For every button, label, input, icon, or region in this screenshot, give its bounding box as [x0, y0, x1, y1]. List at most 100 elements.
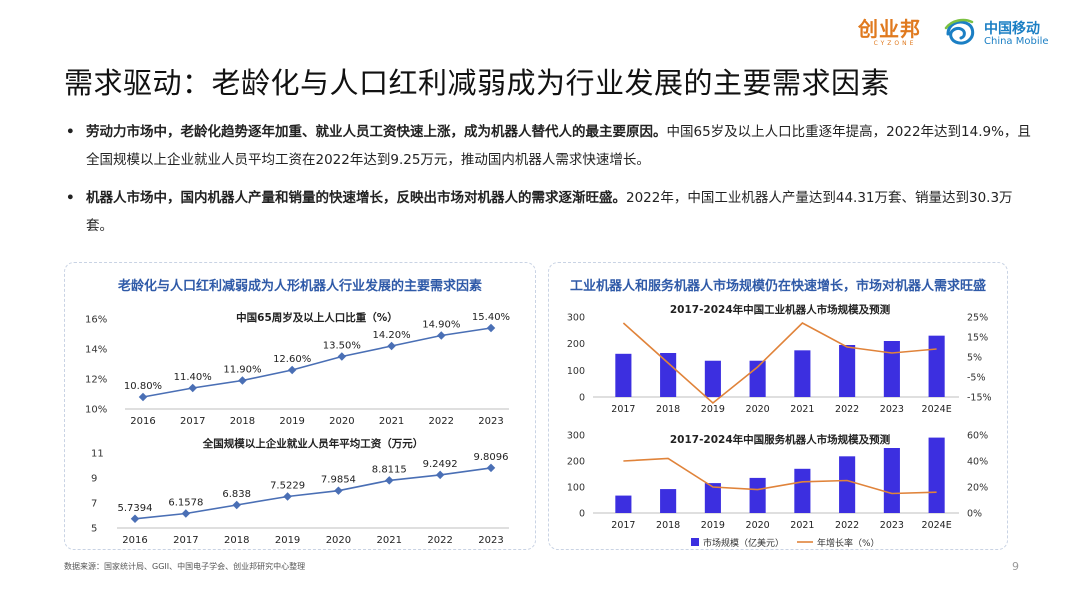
data-point: [387, 341, 396, 351]
data-point: [337, 352, 347, 361]
data-point: [181, 509, 191, 518]
data-label: 8.8115: [372, 464, 407, 475]
bar: [928, 437, 945, 513]
legend-bar-swatch: [691, 538, 699, 546]
y-tick-label: 0: [579, 509, 585, 520]
x-tick-label: 2022: [835, 520, 859, 531]
y-tick-label: 200: [567, 457, 585, 468]
y2-tick-label: 5%: [967, 353, 982, 364]
bar: [883, 341, 900, 397]
y-tick-label: 300: [567, 431, 585, 442]
data-label: 7.5229: [270, 480, 305, 491]
data-point: [138, 392, 148, 402]
bar: [794, 468, 811, 513]
data-source-note: 数据来源：国家统计局、GGII、中国电子学会、创业邦研究中心整理: [64, 562, 306, 571]
x-tick-label: 2023: [478, 416, 503, 427]
demand-factors-panel: 老龄化与人口红利减弱成为人形机器人行业发展的主要需求因素 中国65周岁及以上人口…: [64, 262, 536, 550]
x-tick-label: 2023: [478, 535, 503, 546]
bar: [704, 360, 721, 397]
bullet-marker: •: [66, 124, 75, 140]
chart-title: 2017-2024年中国工业机器人市场规模及预测: [670, 303, 890, 316]
left-charts-svg: 中国65周岁及以上人口比重（%） 10% 12% 14% 16% 10.80% 2016 11…: [85, 311, 510, 546]
growth-rate-line: [622, 322, 937, 405]
bar: [615, 495, 632, 513]
y-tick-label: 0: [579, 393, 585, 404]
x-tick-label: 2023: [880, 404, 904, 415]
data-label: 15.40%: [472, 312, 510, 323]
x-tick-label: 2020: [746, 520, 770, 531]
data-label: 6.1578: [168, 498, 203, 509]
x-tick-label: 2021: [790, 520, 814, 531]
y2-tick-label: 60%: [967, 431, 988, 442]
y2-tick-label: 0%: [967, 509, 982, 520]
y-tick-label: 14%: [85, 345, 107, 356]
right-charts-svg: 2017-2024年中国工业机器人市场规模及预测 0 100 200 300 -15% -5…: [567, 303, 992, 549]
y-tick-label: 12%: [85, 375, 107, 386]
x-tick-label: 2019: [279, 416, 304, 427]
data-point: [334, 486, 343, 495]
x-tick-label: 2020: [326, 535, 351, 546]
x-tick-label: 2021: [379, 416, 404, 427]
x-tick-label: 2017: [611, 520, 635, 531]
legend-line-label: 年增长率（%）: [817, 537, 880, 549]
x-tick-label: 2022: [427, 535, 452, 546]
china-mobile-icon: [944, 18, 975, 45]
bar: [839, 345, 856, 397]
bullet-item-labor: • 劳动力市场中，老龄化趋势逐年加重、就业人员工资快速上涨，成为机器人替代人的最…: [64, 118, 1032, 174]
y-tick-label: 11: [91, 449, 104, 460]
data-point: [238, 376, 247, 385]
data-label: 6.838: [222, 489, 251, 500]
data-point: [287, 365, 297, 375]
bullet-bold-text: 劳动力市场中，老龄化趋势逐年加重、就业人员工资快速上涨，成为机器人替代人的最主要…: [86, 124, 667, 140]
cyzone-logo: 创业邦 CYZONE: [858, 18, 932, 52]
x-tick-label: 2021: [790, 404, 814, 415]
data-label: 9.2492: [423, 459, 458, 470]
data-point: [486, 463, 496, 473]
x-tick-label: 2019: [701, 404, 725, 415]
x-tick-label: 2022: [835, 404, 859, 415]
data-point: [283, 492, 292, 501]
data-point: [435, 470, 445, 480]
x-tick-label: 2020: [746, 404, 770, 415]
bar: [660, 489, 677, 513]
y-tick-label: 5: [91, 524, 97, 535]
y-tick-label: 100: [567, 483, 585, 494]
bullet-text: 2022年，中国工业机器人产量达到44.31万套、销量达到30.3万套。: [86, 190, 1013, 234]
x-tick-label: 2018: [230, 416, 255, 427]
data-label: 13.50%: [323, 341, 361, 352]
data-label: 12.60%: [273, 354, 311, 365]
data-point: [130, 514, 140, 524]
x-tick-label: 2019: [275, 535, 300, 546]
x-tick-label: 2019: [701, 520, 725, 531]
x-tick-label: 2017: [611, 404, 635, 415]
data-point: [232, 500, 241, 510]
y2-tick-label: 25%: [967, 313, 988, 324]
x-tick-label: 2022: [429, 416, 454, 427]
bar: [615, 353, 632, 397]
y-tick-label: 200: [567, 339, 585, 350]
y-tick-label: 7: [91, 499, 97, 510]
bullet-bold-text: 机器人市场中，国内机器人产量和销量的快速增长，反映出市场对机器人的需求逐渐旺盛。: [86, 190, 626, 206]
bullet-list: • 劳动力市场中，老龄化趋势逐年加重、就业人员工资快速上涨，成为机器人替代人的最…: [64, 118, 1032, 250]
x-tick-label: 2017: [173, 535, 198, 546]
x-tick-label: 2023: [880, 520, 904, 531]
data-label: 11.40%: [174, 372, 212, 383]
data-label: 11.90%: [223, 365, 261, 376]
bar: [928, 335, 945, 397]
data-point: [385, 476, 394, 485]
bar: [749, 477, 766, 513]
page-title: 需求驱动：老龄化与人口红利减弱成为行业发展的主要需求因素: [64, 66, 891, 100]
y2-tick-label: 40%: [967, 457, 988, 468]
bar: [660, 353, 677, 397]
x-tick-label: 2016: [130, 416, 155, 427]
series-line: [142, 327, 492, 398]
china-mobile-logo-en: China Mobile: [984, 36, 1049, 47]
data-label: 5.7394: [118, 503, 153, 514]
x-tick-label: 2016: [122, 535, 147, 546]
y-tick-label: 100: [567, 366, 585, 377]
chart-title: 全国规模以上企业就业人员年平均工资（万元）: [202, 437, 424, 450]
bar: [794, 350, 811, 397]
x-tick-label: 2018: [224, 535, 249, 546]
y2-tick-label: 20%: [967, 483, 988, 494]
y2-tick-label: 15%: [967, 333, 988, 344]
